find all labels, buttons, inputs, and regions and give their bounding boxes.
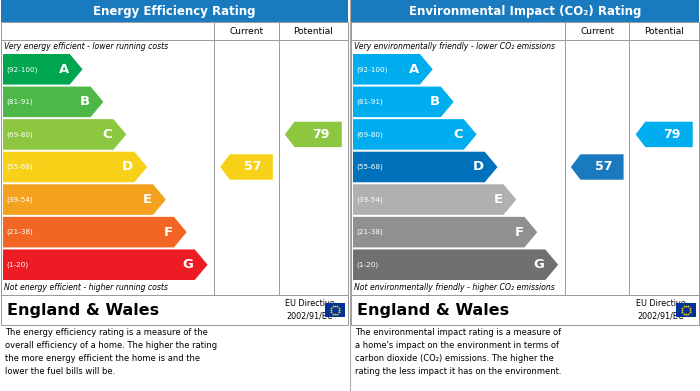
Text: (39-54): (39-54)	[6, 196, 33, 203]
Bar	[351, 0, 699, 22]
Text: Current: Current	[230, 27, 264, 36]
Text: Very energy efficient - lower running costs: Very energy efficient - lower running co…	[4, 42, 168, 51]
Text: (55-68): (55-68)	[356, 164, 383, 170]
Text: Potential: Potential	[644, 27, 684, 36]
Bar	[1, 0, 348, 22]
Text: Energy Efficiency Rating: Energy Efficiency Rating	[93, 5, 256, 18]
Text: Not environmentally friendly - higher CO₂ emissions: Not environmentally friendly - higher CO…	[354, 283, 554, 292]
Text: A: A	[409, 63, 419, 76]
Text: EU Directive
2002/91/EC: EU Directive 2002/91/EC	[636, 299, 686, 321]
Text: 57: 57	[595, 160, 612, 174]
Text: (21-38): (21-38)	[6, 229, 33, 235]
Text: B: B	[79, 95, 90, 108]
Text: Current: Current	[580, 27, 615, 36]
Text: EU Directive
2002/91/EC: EU Directive 2002/91/EC	[285, 299, 335, 321]
Text: (1-20): (1-20)	[356, 262, 378, 268]
Text: (81-91): (81-91)	[6, 99, 33, 105]
Polygon shape	[3, 119, 126, 150]
Text: Environmental Impact (CO₂) Rating: Environmental Impact (CO₂) Rating	[409, 5, 641, 18]
Text: 79: 79	[663, 128, 680, 141]
Text: C: C	[103, 128, 113, 141]
Text: A: A	[58, 63, 69, 76]
Polygon shape	[353, 184, 517, 215]
Text: E: E	[143, 193, 152, 206]
Text: G: G	[533, 258, 545, 271]
Bar	[1, 22, 348, 295]
Text: Potential: Potential	[293, 27, 333, 36]
Text: (69-80): (69-80)	[6, 131, 33, 138]
Text: The energy efficiency rating is a measure of the
overall efficiency of a home. T: The energy efficiency rating is a measur…	[5, 328, 217, 375]
Text: (55-68): (55-68)	[6, 164, 33, 170]
Text: Very environmentally friendly - lower CO₂ emissions: Very environmentally friendly - lower CO…	[354, 42, 555, 51]
Text: E: E	[494, 193, 503, 206]
Polygon shape	[3, 184, 166, 215]
Text: (1-20): (1-20)	[6, 262, 28, 268]
Text: F: F	[164, 226, 173, 239]
Text: D: D	[473, 160, 484, 174]
Polygon shape	[636, 122, 693, 147]
Text: B: B	[430, 95, 440, 108]
Polygon shape	[353, 217, 537, 248]
Polygon shape	[353, 152, 498, 182]
Text: 79: 79	[312, 128, 329, 141]
Polygon shape	[285, 122, 342, 147]
Polygon shape	[3, 217, 187, 248]
Polygon shape	[220, 154, 273, 180]
Bar	[676, 303, 696, 317]
Polygon shape	[3, 152, 147, 182]
Text: (69-80): (69-80)	[356, 131, 383, 138]
Polygon shape	[570, 154, 624, 180]
Text: Not energy efficient - higher running costs: Not energy efficient - higher running co…	[4, 283, 168, 292]
Bar	[1, 295, 348, 325]
Text: D: D	[122, 160, 133, 174]
Text: (92-100): (92-100)	[6, 66, 37, 73]
Polygon shape	[353, 86, 454, 117]
Polygon shape	[3, 86, 104, 117]
Text: F: F	[514, 226, 524, 239]
Text: 57: 57	[244, 160, 262, 174]
Bar	[351, 295, 699, 325]
Text: (39-54): (39-54)	[356, 196, 383, 203]
Polygon shape	[3, 54, 83, 84]
Polygon shape	[353, 119, 477, 150]
Text: (81-91): (81-91)	[356, 99, 383, 105]
Bar	[351, 22, 699, 295]
Polygon shape	[3, 249, 208, 280]
Polygon shape	[353, 54, 433, 84]
Text: (92-100): (92-100)	[356, 66, 387, 73]
Text: (21-38): (21-38)	[356, 229, 383, 235]
Text: The environmental impact rating is a measure of
a home's impact on the environme: The environmental impact rating is a mea…	[355, 328, 561, 375]
Text: C: C	[453, 128, 463, 141]
Bar	[325, 303, 345, 317]
Polygon shape	[353, 249, 558, 280]
Text: England & Wales: England & Wales	[357, 303, 509, 317]
Text: G: G	[183, 258, 194, 271]
Text: England & Wales: England & Wales	[7, 303, 159, 317]
